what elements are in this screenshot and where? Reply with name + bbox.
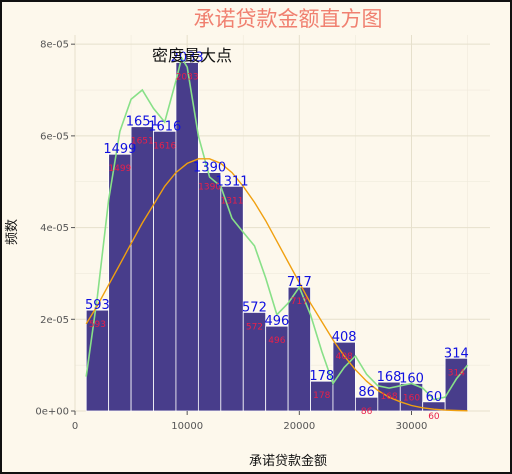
count-label: 572	[242, 300, 267, 315]
count-label-inner: 1616	[153, 141, 176, 151]
count-label-inner: 314	[448, 368, 465, 378]
count-label-inner: 1311	[221, 196, 244, 206]
chart-title: 承诺贷款金额直方图	[194, 7, 383, 31]
count-label: 1311	[215, 174, 248, 189]
count-label-inner: 60	[428, 412, 440, 422]
x-axis-ticks: 0 10000 20000 30000	[72, 411, 428, 432]
count-label-inner: 717	[291, 297, 308, 307]
histogram-bar	[332, 341, 356, 412]
histogram-bar	[153, 130, 177, 412]
count-label-inner: 178	[313, 391, 330, 401]
x-tick-label: 20000	[283, 421, 315, 432]
count-label-inner: 168	[380, 392, 397, 402]
count-label-inner: 160	[403, 393, 420, 403]
count-label-inner: 2033	[176, 73, 199, 83]
histogram-bar	[197, 172, 222, 412]
count-label: 60	[426, 390, 443, 405]
y-axis-ticks: 0e+00 2e-05 4e-05 6e-05 8e-05	[35, 40, 75, 418]
x-tick-label: 10000	[171, 421, 203, 432]
count-label: 1499	[103, 142, 136, 157]
count-label: 178	[309, 369, 334, 384]
y-tick-label: 6e-05	[40, 131, 69, 142]
count-label-inner: 1651	[131, 137, 154, 147]
count-label-inner: 86	[361, 407, 373, 417]
y-tick-label: 0e+00	[35, 407, 69, 418]
y-axis-label: 频数	[5, 219, 20, 245]
density-curve	[85, 55, 469, 401]
count-label-inner: 496	[268, 336, 285, 346]
y-tick-label: 4e-05	[40, 223, 69, 234]
count-label: 408	[332, 330, 357, 345]
count-label-inner: 408	[336, 352, 353, 362]
normal-curve	[85, 158, 468, 412]
y-tick-label: 2e-05	[40, 315, 69, 326]
count-label: 2033	[171, 51, 204, 66]
histogram-bar	[130, 126, 154, 412]
histogram-bar	[108, 153, 132, 412]
x-tick-label: 30000	[396, 421, 428, 432]
count-label: 1390	[193, 161, 226, 176]
count-label: 717	[287, 275, 312, 290]
count-label: 1616	[148, 119, 181, 134]
count-label: 86	[358, 385, 375, 400]
x-tick-label: 0	[72, 421, 78, 432]
x-axis-label: 承诺贷款金额	[249, 453, 327, 469]
histogram-bar	[220, 185, 244, 412]
count-label-inner: 1499	[108, 164, 131, 174]
count-label: 1651	[126, 115, 159, 130]
count-label-inner: 593	[89, 320, 106, 330]
y-tick-label: 8e-05	[40, 40, 69, 51]
count-label: 160	[399, 371, 424, 386]
count-label: 593	[85, 298, 110, 313]
peak-annotation: 密度最大点	[152, 46, 232, 65]
count-label: 314	[444, 346, 469, 361]
count-labels: 5935931499149916511651161616162033203313…	[85, 51, 469, 422]
count-label-inner: 572	[246, 322, 263, 332]
count-label: 496	[264, 314, 289, 329]
histogram-bar	[444, 357, 468, 412]
count-label: 168	[377, 370, 402, 385]
count-label-inner: 1390	[198, 183, 221, 193]
